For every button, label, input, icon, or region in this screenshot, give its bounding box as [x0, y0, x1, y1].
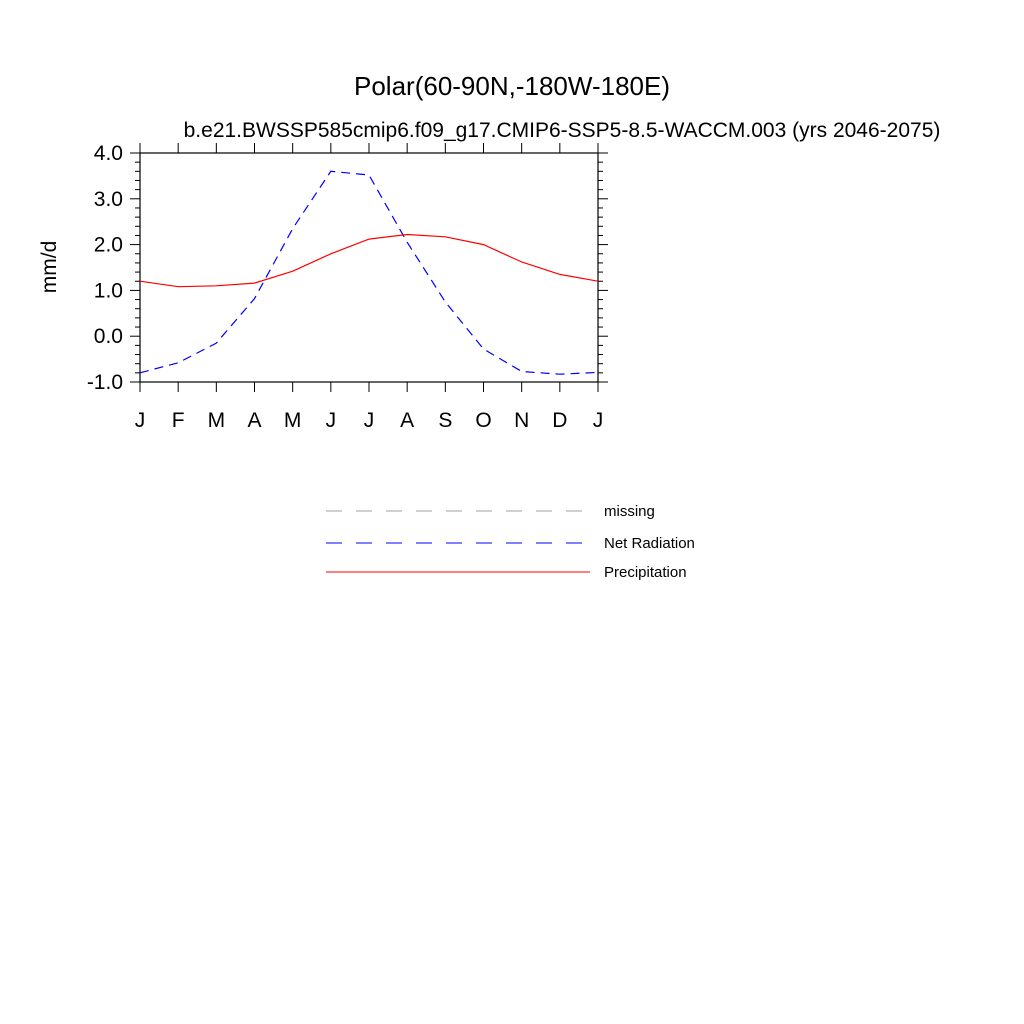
x-tick-label: J — [593, 409, 604, 432]
x-tick-label: A — [400, 409, 414, 432]
x-tick-label: J — [364, 409, 375, 432]
y-axis-label: mm/d — [38, 241, 61, 294]
x-tick-label: J — [326, 409, 337, 432]
x-tick-label: A — [247, 409, 261, 432]
x-tick-label: M — [284, 409, 302, 432]
x-tick-label: J — [135, 409, 146, 432]
series-line-net-radiation — [139, 170, 599, 375]
y-tick-label: 2.0 — [94, 234, 123, 257]
plot-area: -1.00.01.02.03.04.0J F M A M J J A S O N D J — [87, 142, 608, 432]
x-tick-label: N — [514, 409, 529, 432]
legend: missing Net Radiation Precipitation — [326, 503, 695, 581]
chart-title: Polar(60-90N,-180W-180E) — [354, 71, 670, 101]
legend-label-net-radiation: Net Radiation — [604, 535, 695, 552]
y-tick-label: 3.0 — [94, 188, 123, 211]
x-tick-label: D — [552, 409, 567, 432]
y-tick-label: 4.0 — [94, 142, 123, 165]
y-tick-label: -1.0 — [87, 371, 123, 394]
legend-label-precipitation: Precipitation — [604, 564, 687, 581]
x-tick-label: M — [208, 409, 226, 432]
x-tick-label: S — [438, 409, 452, 432]
x-tick-label: O — [475, 409, 491, 432]
series-line-precipitation — [139, 233, 599, 288]
plot-frame — [139, 152, 599, 383]
y-tick-label: 1.0 — [94, 279, 123, 302]
legend-label-missing: missing — [604, 503, 655, 520]
chart-subtitle: b.e21.BWSSP585cmip6.f09_g17.CMIP6-SSP5-8… — [184, 119, 941, 142]
x-tick-label: F — [172, 409, 185, 432]
y-tick-label: 0.0 — [94, 325, 123, 348]
